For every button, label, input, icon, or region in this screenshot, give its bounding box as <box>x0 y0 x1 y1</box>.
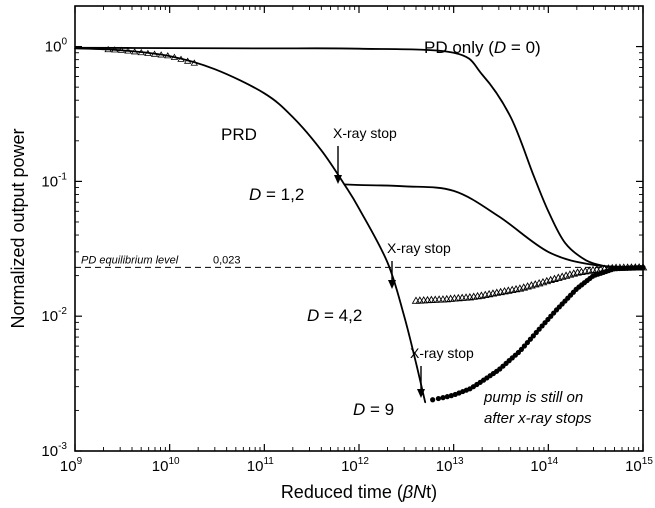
d-1-2-label: D = 1,2 <box>249 185 304 204</box>
xray-stop-arrowhead-2 <box>388 280 396 289</box>
xray-stop-label-3: X-ray stop <box>410 345 474 361</box>
d-9-label: D = 9 <box>353 400 394 419</box>
plot-frame <box>74 5 644 452</box>
y-tick-label: 10-3 <box>41 441 67 460</box>
pump-note-line-1: pump is still on <box>483 389 583 406</box>
xray-stop-arrowhead-1 <box>334 175 342 184</box>
y-tick-label: 100 <box>45 37 68 56</box>
series-4-dot <box>440 395 446 401</box>
series-4-dot <box>518 346 525 353</box>
y-tick-labels: 100 10-1 10-2 10-3 <box>41 37 67 460</box>
prd-label: PRD <box>221 125 257 144</box>
series-layer <box>74 45 648 404</box>
series-1-marker <box>117 46 126 53</box>
series-1-marker <box>104 45 112 53</box>
xray-stop-label-2: X-ray stop <box>387 240 451 256</box>
axis-ticks <box>74 5 644 452</box>
series-1-marker <box>170 53 179 60</box>
d-4-2-label: D = 4,2 <box>307 306 362 325</box>
series-1-marker <box>124 47 132 54</box>
series-1-marker <box>177 55 185 62</box>
series-1-marker <box>130 48 139 55</box>
series-4-dot <box>521 343 528 349</box>
series-4-dot <box>435 395 442 402</box>
x-tick-label: 1013 <box>436 456 464 475</box>
series-4-dot <box>444 394 450 400</box>
series-1-marker <box>164 52 172 59</box>
pd-equilibrium-label: PD equilibrium level <box>81 254 179 266</box>
x-axis-label: Reduced time (βNt) <box>281 482 437 502</box>
x-tick-label: 1012 <box>341 456 369 475</box>
x-tick-label: 1015 <box>625 456 653 475</box>
pd-only-label: PD only (D = 0) <box>424 38 541 57</box>
series-4-dot <box>430 397 436 403</box>
xray-stop-label-1: X-ray stop <box>333 125 397 141</box>
series-1-marker <box>137 48 145 56</box>
series-1-marker <box>190 59 198 66</box>
series-4-dot <box>530 333 536 339</box>
pump-note-line-2: after x-ray stops <box>484 410 592 427</box>
pd-equilibrium-value: 0,023 <box>213 254 241 266</box>
series-4-dot <box>448 393 454 399</box>
series-1-marker <box>183 57 192 64</box>
x-tick-labels: 109 1010 1011 1012 1013 1014 1015 <box>60 456 653 475</box>
y-tick-label: 10-2 <box>41 306 67 325</box>
series-1-marker <box>150 50 159 57</box>
series-4-dot <box>527 336 533 342</box>
x-tick-label: 1014 <box>530 456 558 475</box>
x-tick-label: 109 <box>60 456 83 475</box>
series-2-line <box>344 183 644 269</box>
series-1-marker <box>111 46 119 53</box>
xray-stop-arrowhead-3 <box>417 389 425 398</box>
series-1-thick-line <box>74 47 427 404</box>
x-tick-label: 1011 <box>247 456 275 475</box>
series-1-marker <box>157 51 165 58</box>
y-axis-label: Normalized output power <box>8 128 28 328</box>
series-4-dot <box>524 339 531 346</box>
x-tick-label: 1010 <box>152 456 180 475</box>
y-tick-label: 10-1 <box>41 171 67 190</box>
series-0-line <box>74 46 644 269</box>
series-1-marker <box>144 49 152 56</box>
